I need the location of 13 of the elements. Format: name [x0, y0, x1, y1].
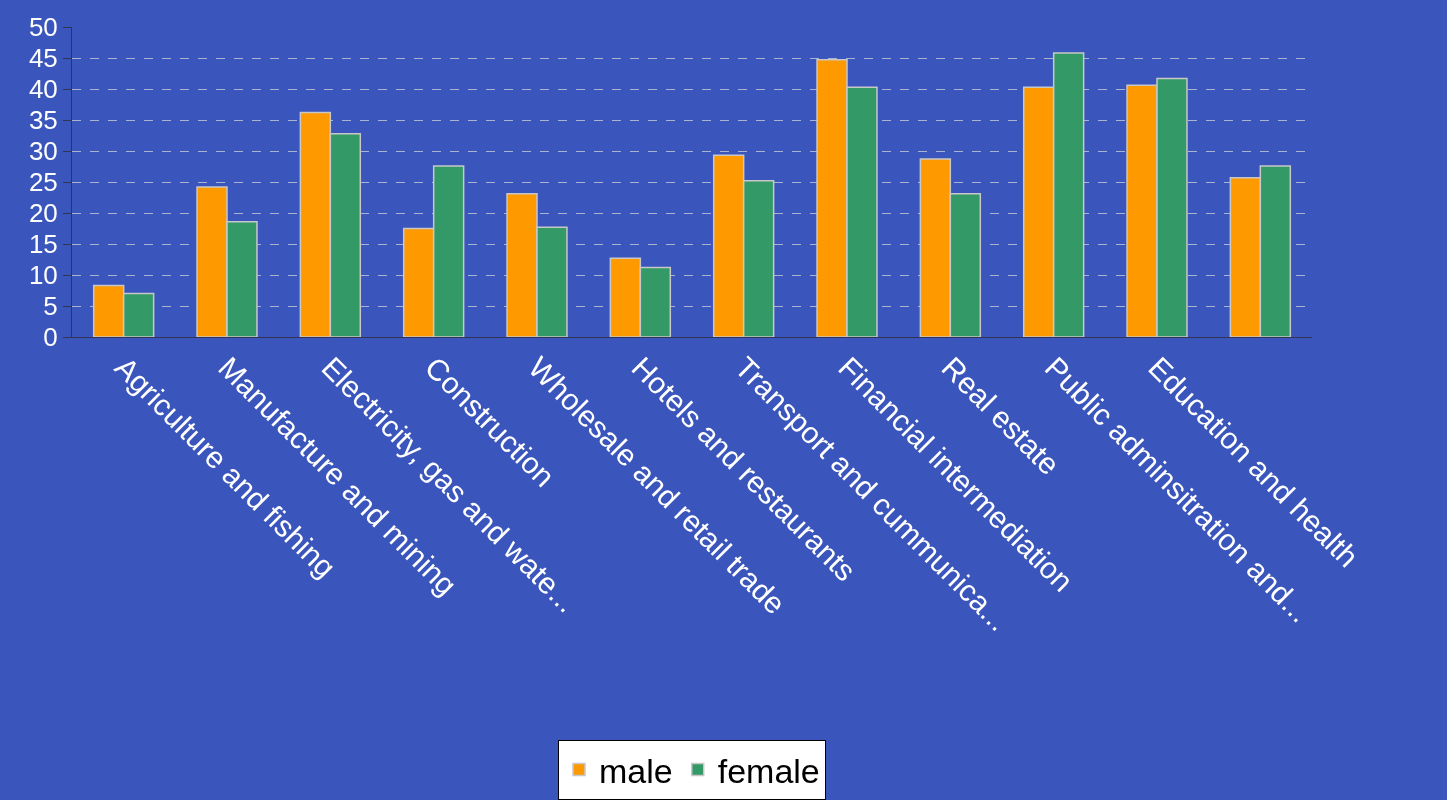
- legend-label: male: [599, 751, 673, 790]
- legend-label: female: [717, 751, 820, 790]
- y-tick-label: 45: [28, 43, 58, 74]
- y-tick-label: 15: [28, 229, 58, 260]
- y-tick-label: 25: [28, 167, 58, 198]
- y-tick-label: 5: [43, 291, 58, 322]
- y-tick-label: 10: [28, 260, 58, 291]
- y-tick-label: 0: [43, 322, 58, 353]
- y-tick-label: 35: [28, 105, 58, 136]
- y-tick-label: 30: [28, 136, 58, 167]
- y-tick-label: 50: [28, 12, 58, 43]
- y-tick-label: 20: [28, 198, 58, 229]
- y-tick-label: 40: [28, 74, 58, 105]
